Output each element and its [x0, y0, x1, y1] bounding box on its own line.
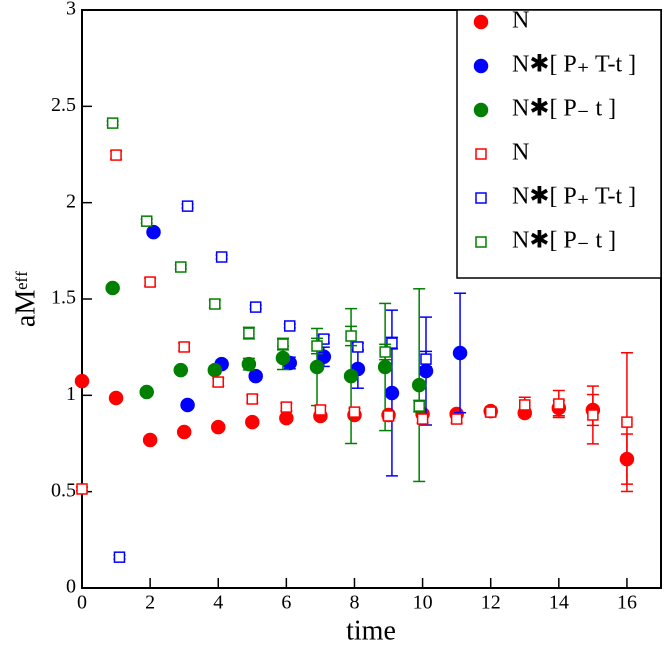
data-point [110, 149, 122, 161]
data-point [318, 333, 330, 345]
data-point [379, 346, 391, 358]
data-point [314, 404, 327, 416]
x-axis-label: time [346, 615, 396, 646]
data-point [416, 413, 429, 425]
legend-box [456, 9, 662, 279]
data-point [207, 362, 223, 378]
data-point [249, 301, 262, 313]
data-point [484, 406, 497, 418]
data-point [343, 368, 359, 384]
data-point [139, 384, 154, 400]
data-point [377, 359, 393, 375]
data-point [210, 419, 226, 435]
data-point [309, 359, 325, 375]
y-tick-label: 2.5 [51, 94, 76, 116]
data-point [411, 377, 427, 393]
data-point [382, 410, 395, 422]
data-point [352, 341, 364, 353]
legend-label: N✱[ P₊ T-t ] [512, 52, 636, 78]
data-point [348, 406, 361, 418]
data-point [108, 390, 124, 406]
data-point [105, 280, 120, 296]
legend-marker [475, 192, 487, 204]
data-point [178, 341, 190, 353]
x-tick-label: 12 [481, 592, 501, 614]
data-point [345, 330, 357, 342]
data-point [142, 432, 158, 448]
data-point [140, 215, 153, 227]
legend-marker [473, 58, 489, 74]
y-tick-label: 1.5 [51, 287, 76, 309]
data-point [175, 261, 187, 273]
data-point [144, 276, 156, 288]
data-point [621, 416, 633, 428]
data-point [280, 401, 293, 413]
data-point [450, 413, 463, 425]
legend-marker [475, 148, 487, 160]
data-point [212, 376, 224, 388]
data-point [284, 320, 296, 332]
data-point [420, 353, 432, 365]
data-point [74, 373, 90, 389]
legend-label: N✱[ P₋ t ] [512, 96, 616, 122]
legend-label: N [512, 140, 529, 166]
data-point [181, 200, 194, 212]
x-tick-label: 16 [617, 592, 637, 614]
y-tick-label: 3 [66, 0, 76, 20]
data-point [173, 362, 189, 378]
data-point [311, 340, 323, 352]
data-point [553, 398, 565, 410]
x-tick-label: 14 [549, 592, 569, 614]
data-point [215, 251, 228, 263]
data-point [180, 397, 195, 413]
data-point [176, 424, 192, 440]
data-point [277, 338, 289, 350]
x-tick-label: 4 [213, 592, 223, 614]
data-point [113, 551, 126, 563]
data-point [209, 298, 221, 310]
data-point [413, 400, 425, 412]
x-tick-label: 2 [145, 592, 155, 614]
data-point [384, 385, 400, 401]
data-point [76, 483, 88, 495]
data-point [246, 393, 259, 405]
x-tick-label: 0 [77, 592, 87, 614]
legend-marker [473, 102, 489, 118]
data-point [275, 350, 291, 366]
y-tick-label: 1 [66, 383, 76, 405]
data-point [587, 409, 599, 421]
legend-label: N✱[ P₋ t ] [512, 228, 616, 254]
x-tick-label: 8 [349, 592, 359, 614]
legend-marker [475, 236, 487, 248]
x-tick-label: 6 [281, 592, 291, 614]
data-point [279, 410, 294, 426]
x-tick-label: 10 [413, 592, 433, 614]
data-point [243, 327, 255, 339]
data-point [452, 345, 468, 361]
data-point [146, 224, 161, 240]
y-tick-label: 2 [66, 190, 76, 212]
y-tick-label: 0.5 [51, 479, 76, 501]
legend-label: N✱[ P₊ T-t ] [512, 184, 636, 210]
data-point [106, 117, 119, 129]
data-point [386, 337, 398, 349]
data-point [245, 414, 260, 430]
y-axis-label: aMᵉᶠᶠ [10, 271, 41, 327]
data-point [241, 356, 257, 372]
legend-marker [473, 14, 489, 30]
data-point [519, 399, 531, 411]
y-tick-label: 0 [66, 576, 76, 598]
legend-label: N [512, 8, 529, 34]
data-point [248, 368, 263, 384]
